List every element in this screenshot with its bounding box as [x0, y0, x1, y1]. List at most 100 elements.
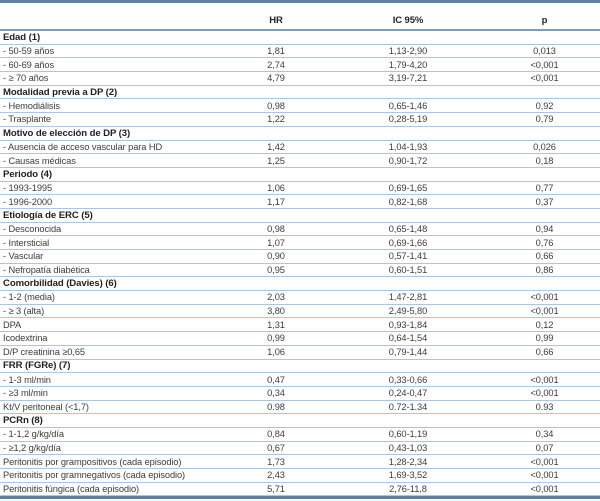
row-label: - Trasplante — [3, 114, 51, 125]
row-label: - Nefropatía diabética — [3, 265, 90, 276]
section-row: FRR (FGRe) (7) — [0, 360, 600, 374]
ic95-value: 2,76-11,8 — [389, 484, 427, 495]
table-row: Peritonitis por grampositivos (cada epis… — [0, 455, 600, 469]
table-row: Icodextrina 0,99 0,64-1,54 0,99 — [0, 332, 600, 346]
section-row: PCRn (8) — [0, 414, 600, 428]
p-value: 0,99 — [535, 333, 554, 344]
hr-value: 0,34 — [267, 388, 285, 399]
ic95-value: 1,47-2,81 — [388, 292, 428, 303]
row-label: - Causas médicas — [3, 155, 76, 166]
ic95-value: 0,65-1,48 — [388, 223, 428, 234]
table-body: Edad (1) - 50-59 años 1,81 1,13-2,90 0,013- … — [0, 31, 600, 497]
section-header-label: FRR (FGRe) (7) — [3, 360, 71, 372]
column-header-ic95: IC 95% — [392, 15, 424, 26]
p-value: 0,66 — [535, 251, 554, 262]
row-label: - 1996-2000 — [3, 196, 53, 207]
ic95-value: 0,93-1,84 — [388, 319, 428, 330]
row-label: - Desconocida — [3, 223, 62, 234]
hr-value: 4,79 — [267, 73, 285, 84]
hr-value: 0,90 — [267, 251, 285, 262]
hr-value: 1,17 — [267, 196, 285, 207]
hr-value: 2,03 — [267, 292, 285, 303]
ic95-value: 0,57-1,41 — [388, 251, 428, 262]
section-row: Etiología de ERC (5) — [0, 209, 600, 223]
hr-value: 1,22 — [267, 114, 285, 125]
ic95-value: 0,60-1,51 — [388, 265, 428, 276]
table-row: Kt/V peritoneal (<1,7) 0.98 0.72-1.34 0.93 — [0, 401, 600, 415]
section-row: Periodo (4) — [0, 168, 600, 182]
ic95-value: 0,69-1,66 — [388, 237, 428, 248]
p-value: 0,92 — [535, 100, 554, 111]
table-row: - 1-2 (media) 2,03 1,47-2,81 <0,001 — [0, 291, 600, 305]
ic95-value: 0,82-1,68 — [388, 196, 428, 207]
hr-value: 3,80 — [267, 306, 285, 317]
p-value: 0,94 — [535, 223, 554, 234]
table-row: - Trasplante 1,22 0,28-5,19 0,79 — [0, 113, 600, 127]
hr-value: 1,81 — [267, 46, 285, 57]
ic95-value: 2,49-5,80 — [388, 306, 428, 317]
p-value: <0,001 — [530, 388, 559, 399]
p-value: 0,86 — [535, 265, 554, 276]
table-row: - Vascular 0,90 0,57-1,41 0,66 — [0, 250, 600, 264]
table-row: Peritonitis por gramnegativos (cada epis… — [0, 469, 600, 483]
row-label: - ≥ 70 años — [3, 73, 49, 84]
table-row: - 1-3 ml/min 0,47 0,33-0,66 <0,001 — [0, 373, 600, 387]
row-label: - 60-69 años — [3, 59, 54, 70]
row-label: - Ausencia de acceso vascular para HD — [3, 141, 163, 152]
row-label: - 1-3 ml/min — [3, 374, 51, 385]
p-value: 0,18 — [535, 155, 554, 166]
ic95-value: 3,19-7,21 — [388, 73, 428, 84]
ic95-value: 0,43-1,03 — [388, 442, 428, 453]
ic95-value: 1,13-2,90 — [388, 46, 428, 57]
p-value: 0,07 — [535, 442, 554, 453]
row-label: - ≥1,2 g/kg/día — [3, 442, 61, 453]
row-label: - Hemodiálisis — [3, 100, 60, 111]
table-row: - Desconocida 0,98 0,65-1,48 0,94 — [0, 223, 600, 237]
p-value: 0,76 — [535, 237, 554, 248]
row-label: - ≥3 ml/min — [3, 388, 48, 399]
table-row: - Nefropatía diabética 0,95 0,60-1,51 0,86 — [0, 264, 600, 278]
p-value: 0,34 — [535, 429, 554, 440]
row-label: D/P creatinina ≥0,65 — [3, 347, 86, 358]
p-value: 0,12 — [535, 319, 554, 330]
section-header-label: Modalidad previa a DP (2) — [3, 86, 118, 98]
hr-value: 0,98 — [267, 100, 285, 111]
row-label: - 1-1,2 g/kg/día — [3, 429, 64, 440]
p-value: 0,79 — [535, 114, 554, 125]
table-row: - Hemodiálisis 0,98 0,65-1,46 0,92 — [0, 99, 600, 114]
row-label: Peritonitis por grampositivos (cada epis… — [3, 456, 182, 467]
p-value: 0,77 — [535, 182, 554, 193]
row-label: Peritonitis por gramnegativos (cada epis… — [3, 470, 186, 481]
row-label: DPA — [3, 319, 22, 330]
table-row: - Ausencia de acceso vascular para HD 1,4… — [0, 141, 600, 155]
row-label: - 1993-1995 — [3, 182, 53, 193]
table-row: - ≥ 70 años 4,79 3,19-7,21 <0,001 — [0, 72, 600, 86]
section-header-label: Comorbilidad (Davies) (6) — [3, 278, 117, 290]
ic95-value: 0,64-1,54 — [388, 333, 428, 344]
table-bottom-rule — [0, 496, 600, 500]
column-header-p: p — [541, 15, 548, 26]
section-header-label: Periodo (4) — [3, 168, 53, 180]
row-label: Kt/V peritoneal (<1,7) — [3, 401, 89, 412]
ic95-value: 0,65-1,46 — [388, 100, 428, 111]
table-row: - ≥ 3 (alta) 3,80 2,49-5,80 <0,001 — [0, 305, 600, 319]
hr-value: 1,25 — [267, 155, 285, 166]
hr-value: 0,95 — [267, 265, 285, 276]
row-label: Icodextrina — [3, 333, 48, 344]
row-label: - 1-2 (media) — [3, 292, 55, 303]
p-value: <0,001 — [530, 456, 559, 467]
table-row: - Causas médicas 1,25 0,90-1,72 0,18 — [0, 154, 600, 168]
p-value: <0,001 — [530, 59, 559, 70]
hr-value: 1,06 — [267, 347, 285, 358]
table-header-row: HR IC 95% p — [0, 3, 600, 31]
ic95-value: 0,69-1,65 — [388, 182, 428, 193]
hr-value: 2,43 — [267, 470, 285, 481]
ic95-value: 0,24-0,47 — [388, 388, 428, 399]
row-label: - ≥ 3 (alta) — [3, 306, 45, 317]
table-row: - 1996-2000 1,17 0,82-1,68 0,37 — [0, 195, 600, 209]
hr-value: 0.98 — [267, 401, 285, 412]
row-label: Peritonitis fúngica (cada episodio) — [3, 484, 140, 495]
ic95-value: 0,79-1,44 — [388, 347, 428, 358]
section-row: Comorbilidad (Davies) (6) — [0, 277, 600, 292]
